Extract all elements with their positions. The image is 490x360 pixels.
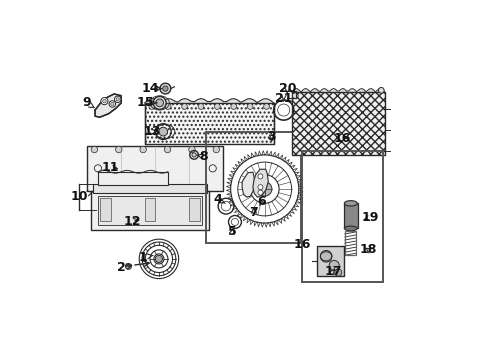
- Text: 16: 16: [334, 132, 351, 145]
- Circle shape: [116, 98, 119, 101]
- Text: 12: 12: [123, 215, 141, 228]
- Text: 6: 6: [257, 195, 266, 208]
- Circle shape: [378, 87, 384, 93]
- Circle shape: [156, 99, 164, 107]
- Circle shape: [192, 153, 196, 157]
- Circle shape: [149, 104, 155, 109]
- Circle shape: [258, 174, 263, 179]
- Text: 9: 9: [82, 96, 94, 109]
- Bar: [91, 191, 209, 230]
- Polygon shape: [242, 172, 255, 197]
- Circle shape: [189, 146, 195, 153]
- Bar: [98, 172, 168, 185]
- Circle shape: [102, 99, 106, 103]
- Polygon shape: [253, 169, 269, 197]
- Circle shape: [264, 104, 270, 109]
- Bar: [190, 198, 200, 221]
- Polygon shape: [95, 94, 122, 117]
- Circle shape: [258, 190, 263, 195]
- Bar: [344, 231, 356, 255]
- Circle shape: [215, 104, 220, 109]
- Circle shape: [320, 251, 332, 262]
- Circle shape: [116, 146, 122, 153]
- Circle shape: [91, 146, 98, 153]
- Circle shape: [198, 104, 204, 109]
- Circle shape: [293, 93, 298, 99]
- Text: 14: 14: [141, 82, 162, 95]
- Circle shape: [258, 182, 272, 196]
- Text: 3: 3: [268, 130, 276, 144]
- Circle shape: [329, 260, 339, 270]
- Text: 19: 19: [361, 211, 378, 224]
- Circle shape: [109, 101, 116, 107]
- Bar: [98, 196, 202, 225]
- Text: 16: 16: [294, 238, 311, 251]
- Circle shape: [165, 104, 171, 109]
- Bar: [145, 103, 274, 144]
- Text: 18: 18: [360, 243, 377, 256]
- Circle shape: [258, 185, 263, 190]
- Text: 4: 4: [214, 193, 225, 206]
- Bar: [302, 151, 383, 282]
- Circle shape: [111, 102, 114, 105]
- Text: 21: 21: [275, 92, 293, 105]
- Text: 17: 17: [324, 265, 342, 278]
- Bar: [93, 184, 207, 193]
- Circle shape: [231, 104, 237, 109]
- Text: 7: 7: [249, 206, 258, 219]
- Text: 2: 2: [117, 261, 132, 274]
- Bar: [87, 146, 223, 191]
- Text: 13: 13: [143, 125, 160, 138]
- Bar: [206, 132, 301, 243]
- Text: 11: 11: [102, 161, 119, 174]
- Circle shape: [213, 146, 220, 153]
- Bar: [317, 246, 343, 276]
- Text: 15: 15: [137, 96, 157, 109]
- Text: 20: 20: [279, 82, 296, 95]
- Ellipse shape: [344, 201, 357, 206]
- Circle shape: [101, 98, 108, 105]
- Circle shape: [115, 96, 121, 103]
- Bar: [145, 198, 155, 221]
- Circle shape: [159, 127, 168, 136]
- Circle shape: [164, 146, 171, 153]
- Circle shape: [182, 104, 187, 109]
- Circle shape: [335, 269, 342, 276]
- Circle shape: [153, 96, 166, 109]
- Bar: [343, 203, 358, 228]
- Text: 1: 1: [138, 251, 153, 264]
- Circle shape: [155, 255, 163, 262]
- Ellipse shape: [344, 226, 357, 231]
- Circle shape: [163, 86, 168, 91]
- Bar: [292, 92, 385, 155]
- Circle shape: [125, 264, 131, 269]
- Text: 8: 8: [196, 150, 208, 163]
- Text: 5: 5: [228, 225, 237, 238]
- Circle shape: [140, 146, 147, 153]
- Circle shape: [247, 104, 253, 109]
- Bar: [100, 198, 111, 221]
- Circle shape: [160, 83, 171, 94]
- Text: 10: 10: [71, 190, 94, 203]
